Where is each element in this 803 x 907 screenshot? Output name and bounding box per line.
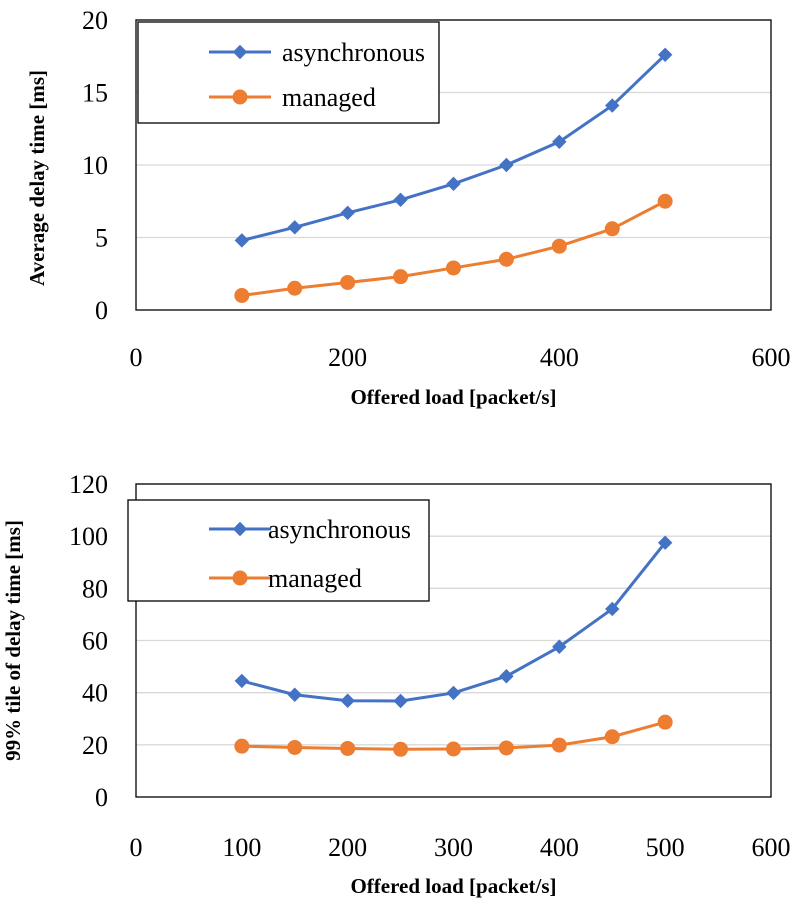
data-point [340, 205, 355, 221]
data-point [234, 738, 250, 754]
data-point [499, 157, 514, 173]
legend-marker [232, 570, 248, 586]
y-tick-label: 10 [82, 151, 108, 180]
y-tick-label: 20 [82, 731, 108, 760]
x-tick-label: 0 [130, 833, 143, 862]
legend-marker [232, 521, 248, 537]
data-point [393, 192, 408, 208]
x-tick-label: 200 [328, 343, 367, 372]
y-tick-label: 40 [82, 679, 108, 708]
data-point [393, 693, 408, 709]
y-axis-title: Average delay time [ms] [25, 70, 49, 286]
data-point [287, 280, 303, 296]
legend-label: managed [282, 83, 376, 112]
data-point [234, 673, 250, 689]
data-point [340, 274, 356, 290]
x-tick-label: 300 [434, 833, 473, 862]
y-tick-label: 20 [82, 6, 108, 35]
series-line [241, 199, 666, 297]
data-point [499, 669, 514, 684]
legend: asynchronous managed [127, 499, 430, 602]
x-axis-title: Offered load [packet/s] [350, 385, 556, 409]
x-axis-title: Offered load [packet/s] [350, 874, 556, 898]
legend-label: managed [268, 564, 362, 593]
x-tick-label: 0 [130, 343, 143, 372]
data-point [552, 134, 567, 150]
legend-marker [232, 89, 248, 105]
data-point [393, 741, 409, 757]
data-point [287, 687, 302, 702]
data-point [340, 740, 356, 756]
chart-2: 0 20 40 60 80 100 120 0 100 200 300 400 500 600 Offere… [1, 470, 791, 898]
legend-label: asynchronous [282, 38, 425, 67]
data-point [498, 740, 514, 756]
legend-label: asynchronous [268, 515, 411, 544]
data-point [604, 221, 620, 237]
data-point [498, 251, 514, 267]
y-tick-label: 15 [82, 79, 108, 108]
x-tick-label: 100 [222, 833, 261, 862]
data-point [287, 739, 303, 755]
x-tick-label: 200 [328, 833, 367, 862]
data-point [551, 238, 567, 254]
data-point [605, 98, 620, 113]
y-tick-label: 0 [95, 783, 108, 812]
y-tick-label: 5 [95, 224, 108, 253]
data-point [446, 741, 461, 757]
data-point [446, 260, 461, 276]
data-point [234, 288, 250, 303]
y-tick-label: 120 [69, 470, 108, 499]
data-point [657, 47, 673, 63]
y-tick-label: 0 [95, 296, 108, 325]
series-managed [234, 714, 673, 757]
legend-marker [232, 44, 248, 60]
y-tick-label: 80 [82, 574, 108, 603]
data-point [340, 693, 355, 708]
data-point [657, 714, 673, 730]
y-axis-title: 99% tile of delay time [ms] [1, 520, 25, 761]
data-point [393, 269, 409, 285]
data-point [287, 220, 302, 235]
data-point [234, 233, 250, 248]
y-tick-label: 60 [82, 627, 108, 656]
legend: asynchronous managed [137, 21, 440, 124]
legend-box [137, 21, 440, 124]
x-tick-label: 600 [752, 833, 791, 862]
data-point [446, 685, 461, 701]
data-point [657, 193, 673, 209]
x-tick-label: 500 [646, 833, 685, 862]
legend-box [127, 499, 430, 602]
x-tick-label: 600 [752, 343, 791, 372]
series-asynchronous [234, 535, 673, 709]
data-point [551, 737, 567, 753]
plot-area [135, 483, 772, 798]
y-tick-label: 100 [69, 522, 108, 551]
data-point [552, 639, 567, 654]
series-managed [234, 193, 673, 303]
data-point [446, 176, 461, 192]
data-point [604, 729, 620, 745]
series-asynchronous [234, 47, 673, 248]
x-tick-label: 400 [540, 833, 579, 862]
plot-area [135, 19, 772, 311]
data-point [657, 535, 673, 550]
x-tick-label: 400 [540, 343, 579, 372]
data-point [605, 601, 620, 617]
